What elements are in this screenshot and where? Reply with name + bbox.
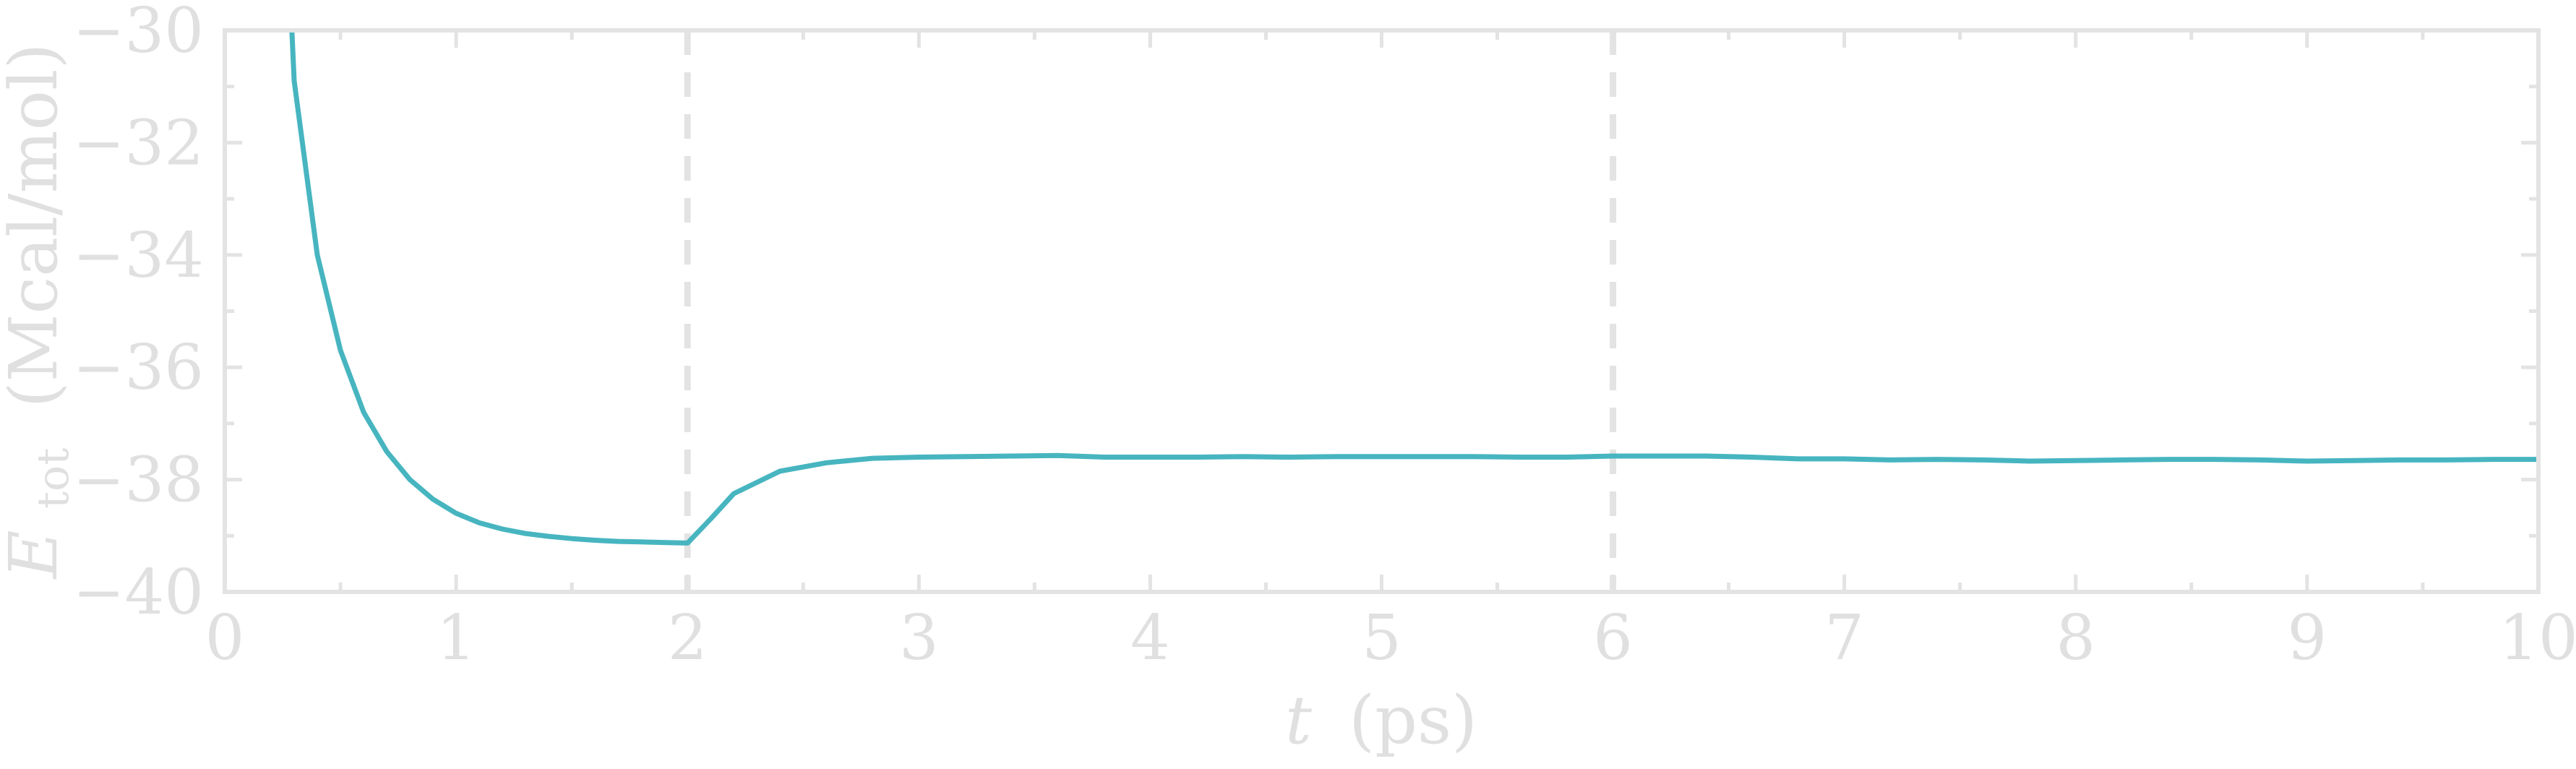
y-axis-subscript: tot bbox=[28, 448, 79, 509]
x-tick-label-2: 2 bbox=[668, 602, 708, 674]
x-tick-label-6: 6 bbox=[1593, 602, 1633, 674]
x-axis-label: t (ps) bbox=[1285, 682, 1477, 759]
y-tick-label-4: −32 bbox=[73, 107, 205, 179]
axis-ticks bbox=[223, 28, 2541, 594]
x-axis-variable: t bbox=[1285, 682, 1313, 759]
plot-frame bbox=[223, 28, 2541, 594]
x-tick-labels: 0 1 2 3 4 5 6 7 8 9 10 bbox=[205, 602, 2576, 674]
reference-lines bbox=[684, 30, 1617, 592]
y-tick-labels: −40 −38 −36 −34 −32 −30 bbox=[73, 0, 205, 629]
x-tick-label-8: 8 bbox=[2056, 602, 2095, 674]
y-axis-label: E tot (Mcal/mol) bbox=[0, 43, 84, 580]
x-tick-label-10: 10 bbox=[2499, 602, 2576, 674]
y-axis-unit: (Mcal/mol) bbox=[0, 43, 72, 408]
x-axis-unit: (ps) bbox=[1349, 682, 1477, 759]
y-tick-label-0: −40 bbox=[73, 557, 205, 629]
series-line bbox=[289, 30, 2538, 546]
x-tick-label-3: 3 bbox=[899, 602, 939, 674]
y-axis-variable: E bbox=[0, 530, 72, 580]
x-tick-label-0: 0 bbox=[205, 602, 245, 674]
x-tick-label-1: 1 bbox=[437, 602, 476, 674]
y-tick-label-2: −36 bbox=[73, 332, 205, 404]
x-tick-label-5: 5 bbox=[1362, 602, 1401, 674]
y-tick-label-3: −34 bbox=[73, 220, 205, 292]
y-tick-label-1: −38 bbox=[73, 444, 205, 517]
x-tick-label-4: 4 bbox=[1130, 602, 1170, 674]
x-tick-label-7: 7 bbox=[1824, 602, 1864, 674]
x-tick-label-9: 9 bbox=[2288, 602, 2327, 674]
y-tick-label-5: −30 bbox=[73, 0, 205, 67]
